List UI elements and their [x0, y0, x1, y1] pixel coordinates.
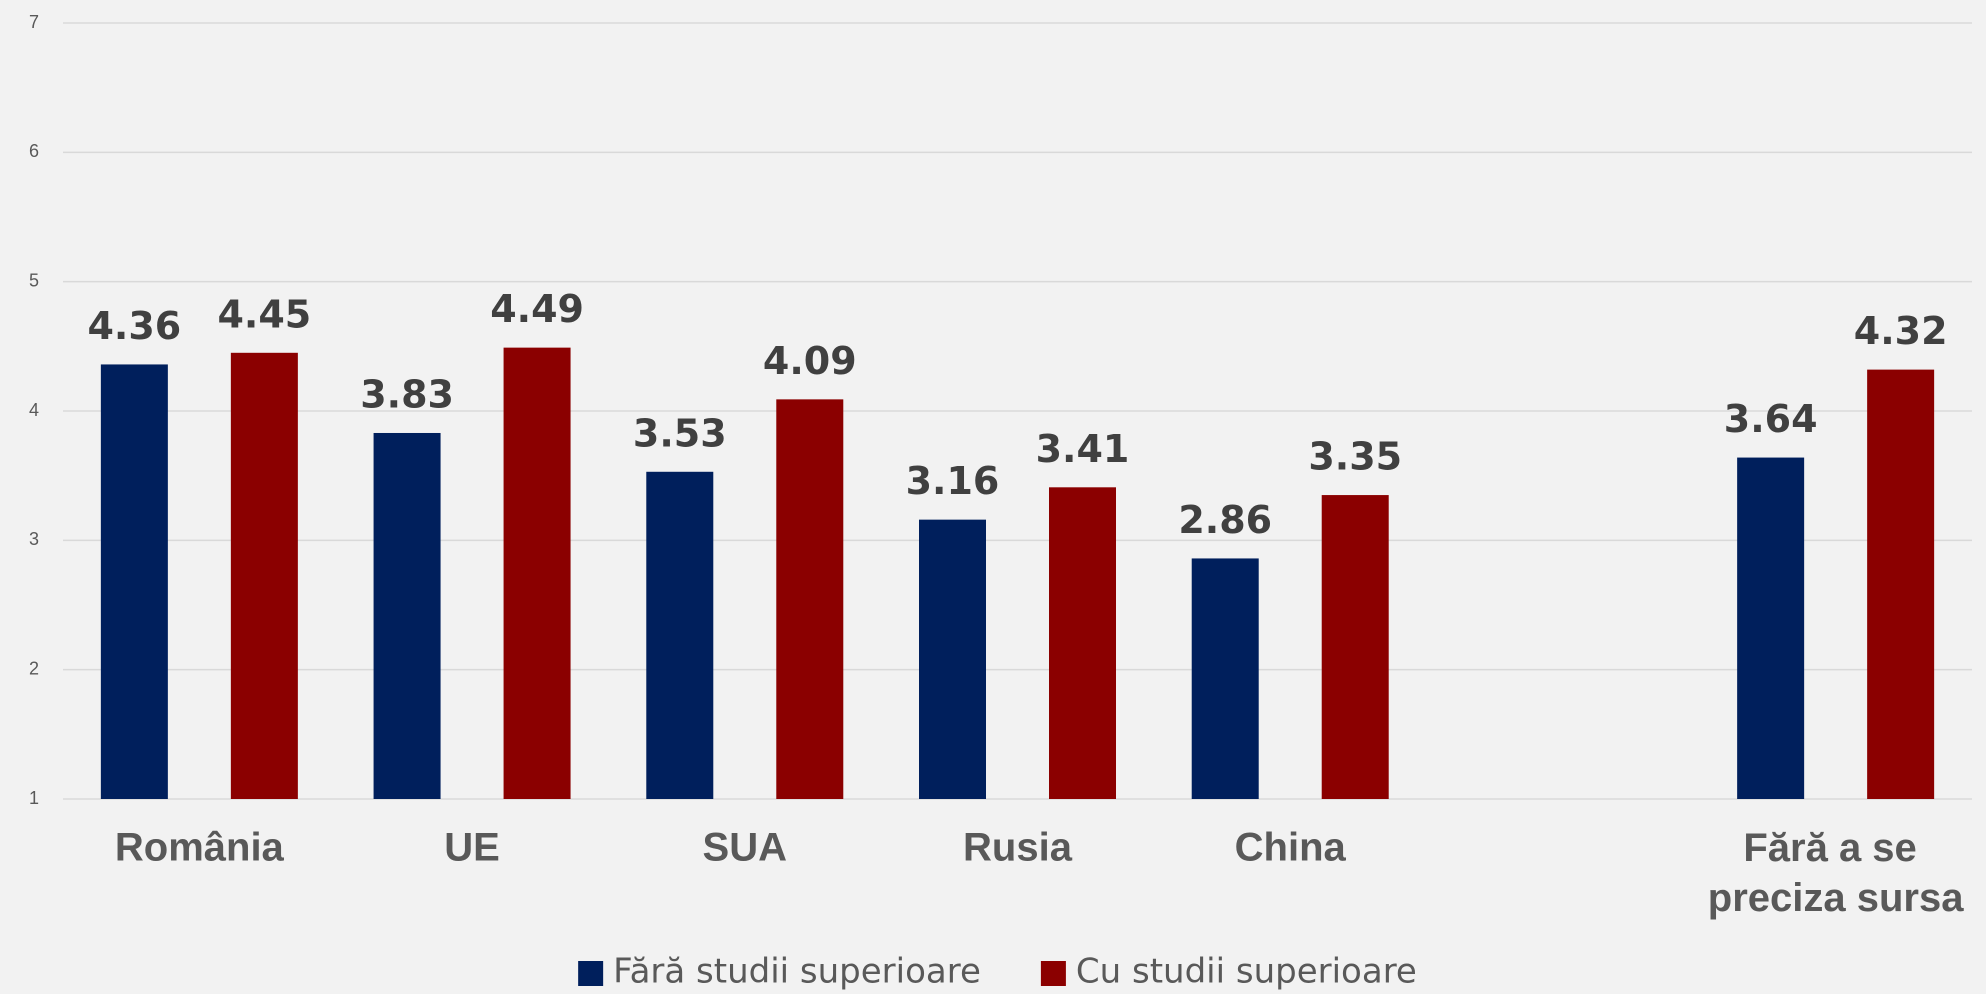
bar [373, 432, 441, 799]
value-label: 2.86 [1178, 498, 1272, 542]
bar [1867, 369, 1935, 799]
value-label: 3.83 [360, 372, 454, 416]
legend-swatch [1040, 961, 1066, 986]
x-tick-label: Fără a se preciza sursa [1708, 826, 1964, 920]
value-label: 4.36 [87, 304, 181, 348]
bar [1321, 495, 1389, 799]
x-tick-label: România [115, 826, 285, 870]
x-tick-label: Rusia [963, 826, 1073, 870]
legend-swatch [578, 961, 604, 986]
legend-label: Cu studii superioare [1076, 952, 1417, 992]
bar [100, 364, 168, 799]
value-label: 3.53 [633, 411, 727, 455]
value-label: 4.32 [1854, 309, 1948, 353]
value-label: 3.16 [906, 459, 1000, 503]
bar [1049, 487, 1116, 799]
value-label: 4.09 [763, 339, 857, 383]
y-tick-label: 1 [29, 788, 39, 808]
x-tick-label: China [1235, 826, 1347, 870]
y-tick-label: 2 [29, 658, 39, 678]
bar [646, 471, 714, 799]
x-tick-label: SUA [703, 826, 787, 870]
y-tick-label: 4 [29, 400, 39, 420]
value-label: 3.64 [1724, 397, 1818, 441]
value-label: 3.35 [1308, 435, 1402, 479]
x-tick-label: UE [444, 826, 500, 870]
value-label: 3.41 [1036, 427, 1130, 471]
y-tick-label: 3 [29, 529, 39, 549]
bar [776, 399, 844, 799]
bar [1191, 558, 1259, 799]
legend-label: Fără studii superioare [613, 952, 981, 992]
bar [919, 519, 986, 799]
legend-item: Fără studii superioare [578, 952, 981, 992]
bar [1737, 457, 1805, 799]
bar [230, 352, 298, 799]
y-tick-label: 6 [29, 141, 39, 161]
y-tick-label: 5 [29, 270, 39, 290]
y-tick-label: 7 [29, 12, 39, 32]
value-label: 4.45 [217, 292, 311, 336]
bar [503, 347, 571, 799]
legend-item: Cu studii superioare [1040, 952, 1417, 992]
value-label: 4.49 [490, 287, 584, 331]
